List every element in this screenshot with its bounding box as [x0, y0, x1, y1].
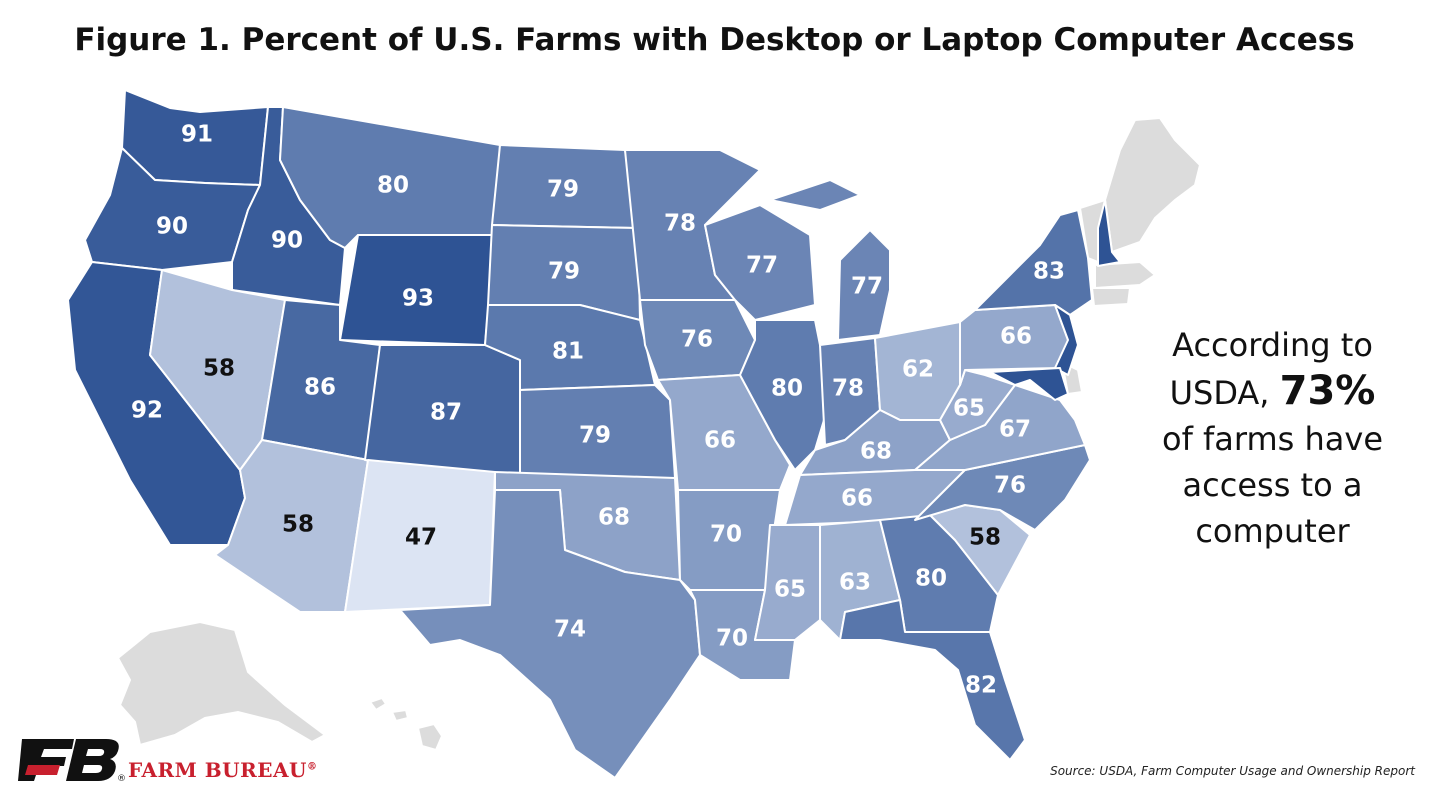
state-value-al: 63	[839, 570, 871, 596]
state-value-mn: 78	[664, 211, 696, 237]
state-value-mt: 80	[377, 173, 409, 199]
wordmark-text: FARM BUREAU	[128, 758, 307, 782]
state-value-ms: 65	[774, 577, 806, 603]
state-value-pa: 66	[1000, 324, 1032, 350]
state-value-wa: 91	[181, 122, 213, 148]
wordmark-reg: ®	[306, 761, 318, 773]
state-md	[989, 367, 1069, 401]
state-value-nd: 79	[547, 177, 579, 203]
state-value-ky: 68	[860, 439, 892, 465]
state-il	[739, 319, 831, 471]
farm-bureau-wordmark: FARM BUREAU®	[128, 758, 317, 782]
state-value-mo: 66	[704, 428, 736, 454]
state-value-ia: 76	[681, 327, 713, 353]
state-value-ne: 81	[552, 339, 584, 365]
callout-line-4: access to a	[1182, 466, 1363, 504]
state-value-tx: 74	[554, 617, 586, 643]
state-value-ks: 79	[579, 423, 611, 449]
state-shapes	[67, 89, 1121, 779]
state-value-wv: 65	[953, 396, 985, 422]
state-value-tn: 66	[841, 486, 873, 512]
callout-line-5: computer	[1195, 512, 1350, 550]
state-mi	[769, 179, 891, 341]
state-value-fl: 82	[965, 673, 997, 699]
state-value-ar: 70	[710, 522, 742, 548]
state-value-wy: 93	[402, 286, 434, 312]
state-value-la: 70	[716, 626, 748, 652]
state-value-oh: 62	[902, 357, 934, 383]
state-value-nm: 47	[405, 525, 437, 551]
region-hawaii	[368, 696, 444, 752]
callout-line-3: of farms have	[1161, 420, 1383, 458]
state-value-sd: 79	[548, 259, 580, 285]
callout-prefix: USDA,	[1169, 374, 1280, 412]
map-title: Figure 1. Percent of U.S. Farms with Des…	[74, 22, 1355, 58]
state-value-il: 80	[771, 376, 803, 402]
state-nj	[1054, 304, 1079, 376]
state-value-nv: 58	[203, 356, 235, 382]
state-nh	[1097, 199, 1121, 267]
state-value-co: 87	[430, 400, 462, 426]
callout-line-2: USDA, 73%	[1130, 368, 1415, 416]
region-maine	[1103, 116, 1202, 254]
region-massachusetts	[1094, 260, 1157, 290]
state-nc	[914, 444, 1091, 531]
summary-callout: According to USDA, 73% of farms have acc…	[1130, 322, 1415, 554]
source-note: Source: USDA, Farm Computer Usage and Ow…	[1050, 764, 1415, 778]
state-value-nc: 76	[994, 473, 1026, 499]
state-value-az: 58	[282, 512, 314, 538]
state-value-id: 90	[271, 228, 303, 254]
state-value-mi: 77	[851, 274, 883, 300]
farm-bureau-logo: ®	[18, 739, 126, 784]
state-value-in: 78	[832, 376, 864, 402]
state-value-va: 67	[999, 417, 1031, 443]
state-value-ny: 83	[1033, 259, 1065, 285]
logo-reg-mark: ®	[117, 774, 126, 784]
state-value-ga: 80	[915, 566, 947, 592]
region-connecticut	[1090, 287, 1132, 308]
fb-logo-icon	[18, 739, 119, 781]
state-value-ut: 86	[304, 375, 336, 401]
state-tx	[399, 489, 701, 779]
callout-highlight: 73%	[1279, 368, 1376, 414]
state-value-ok: 68	[598, 505, 630, 531]
region-alaska	[116, 620, 327, 747]
state-value-wi: 77	[746, 253, 778, 279]
state-wi	[704, 204, 816, 321]
state-value-sc: 58	[969, 525, 1001, 551]
state-value-ca: 92	[131, 398, 163, 424]
state-fl	[839, 599, 1026, 761]
callout-line-1: According to	[1172, 326, 1373, 364]
state-value-labels: 91 90 92 90 58 80 93 86 58 87 47 79 79 81 79 68 74 78 76 66…	[131, 122, 1065, 699]
state-value-or: 90	[156, 214, 188, 240]
